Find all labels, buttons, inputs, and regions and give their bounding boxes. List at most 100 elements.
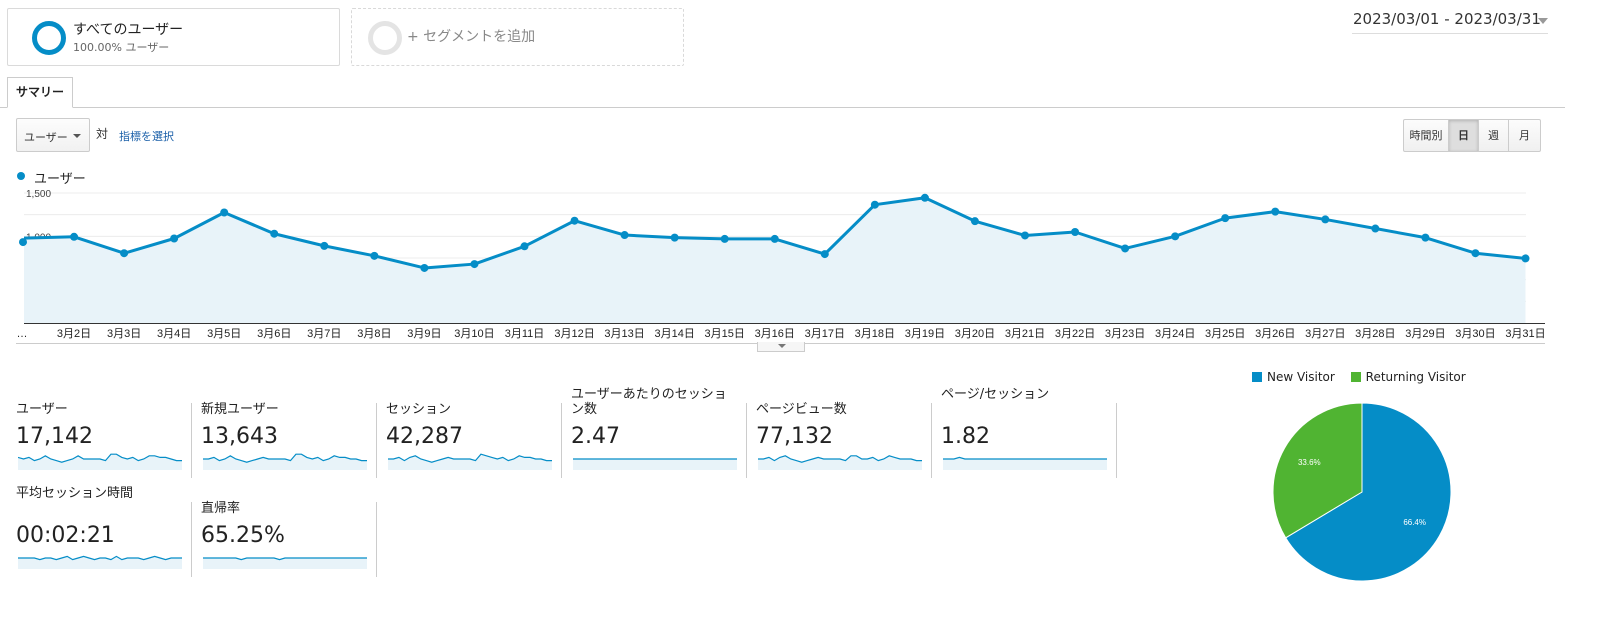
- series-point[interactable]: [1521, 254, 1530, 263]
- series-point[interactable]: [1371, 224, 1380, 233]
- metric-select[interactable]: ユーザー: [16, 118, 90, 152]
- x-tick-label: 3月30日: [1455, 328, 1495, 340]
- date-range-picker[interactable]: 2023/03/01 - 2023/03/31: [1352, 9, 1548, 34]
- series-point[interactable]: [1321, 215, 1330, 224]
- series-point[interactable]: [1421, 233, 1430, 242]
- x-tick-label: 3月9日: [407, 328, 441, 340]
- x-tick-label: 3月31日: [1505, 328, 1545, 340]
- x-tick-label: 3月4日: [157, 328, 191, 340]
- series-point[interactable]: [720, 234, 729, 243]
- x-tick-label: 3月18日: [855, 328, 895, 340]
- scorecard-divider: [1116, 403, 1117, 478]
- caret-down-icon: [73, 134, 81, 138]
- series-point[interactable]: [120, 249, 129, 258]
- x-tick-label: …: [17, 328, 28, 340]
- series-point[interactable]: [870, 200, 879, 209]
- scorecard[interactable]: 直帰率 65.25%: [201, 501, 371, 579]
- series-point[interactable]: [520, 242, 529, 251]
- scorecard-label: ユーザー: [16, 402, 68, 417]
- scorecard-sparkline: [203, 557, 367, 569]
- sparkline-area: [573, 459, 737, 470]
- series-point[interactable]: [70, 232, 79, 241]
- sparkline-line: [18, 555, 182, 561]
- choose-metric-link[interactable]: 指標を選択: [119, 130, 174, 143]
- x-tick-label: 3月7日: [307, 328, 341, 340]
- scorecard[interactable]: 平均セッション時間 00:02:21: [16, 486, 186, 579]
- series-point[interactable]: [1021, 231, 1029, 240]
- sparkline-line: [203, 453, 367, 463]
- pie-value-label: 33.6%: [1298, 458, 1321, 467]
- series-point[interactable]: [1271, 207, 1280, 216]
- legend-swatch-returning: [1350, 372, 1361, 382]
- month-button[interactable]: 月: [1508, 119, 1541, 152]
- scorecard[interactable]: セッション 42,287: [386, 402, 556, 480]
- series-point[interactable]: [1171, 232, 1180, 241]
- segment-card-all-users[interactable]: すべてのユーザー 100.00% ユーザー: [7, 8, 340, 66]
- x-tick-label: 3月14日: [654, 328, 694, 340]
- x-tick-label: 3月5日: [207, 328, 241, 340]
- series-point[interactable]: [420, 263, 429, 272]
- chart-expand-handle[interactable]: [757, 342, 805, 352]
- sparkline-area: [943, 457, 1107, 470]
- series-point[interactable]: [1221, 214, 1230, 223]
- sparkline-line: [388, 453, 552, 463]
- tab-summary[interactable]: サマリー: [7, 77, 73, 108]
- scorecard-label: 直帰率: [201, 501, 241, 516]
- x-tick-label: 3月29日: [1405, 328, 1445, 340]
- series-point[interactable]: [920, 193, 929, 202]
- metric-select-value: ユーザー: [24, 131, 68, 144]
- add-segment-card[interactable]: + セグメントを追加: [351, 8, 684, 66]
- series-point[interactable]: [370, 251, 379, 260]
- segment-subtitle: 100.00% ユーザー: [73, 41, 170, 54]
- series-point[interactable]: [970, 217, 979, 226]
- scorecard-label: 平均セッション時間: [16, 486, 134, 501]
- hourly-button[interactable]: 時間別: [1403, 119, 1449, 152]
- series-point[interactable]: [320, 241, 329, 250]
- x-tick-label: 3月8日: [357, 328, 391, 340]
- scorecard-value: 65.25%: [201, 523, 285, 548]
- series-point[interactable]: [270, 229, 279, 238]
- scorecard-label: 新規ユーザー: [201, 402, 279, 417]
- scorecard[interactable]: ページビュー数 77,132: [756, 402, 926, 480]
- scorecard[interactable]: ユーザー 17,142: [16, 402, 186, 480]
- scorecard-divider: [376, 502, 377, 577]
- pie-legend: New Visitor Returning Visitor: [1252, 370, 1478, 384]
- sparkline-area: [18, 556, 182, 569]
- scorecard-label: ユーザーあたりのセッション数: [571, 387, 727, 417]
- series-point[interactable]: [470, 260, 479, 269]
- day-button[interactable]: 日: [1448, 119, 1479, 152]
- scorecard-label: ページ/セッション: [941, 387, 1050, 402]
- scorecard-sparkline: [203, 453, 367, 470]
- x-tick-label: 3月15日: [705, 328, 745, 340]
- series-point[interactable]: [19, 238, 27, 247]
- pie-slice[interactable]: [1272, 402, 1363, 539]
- series-point[interactable]: [220, 208, 229, 217]
- series-point[interactable]: [1071, 228, 1080, 236]
- legend-swatch-new: [1252, 372, 1262, 382]
- series-point[interactable]: [620, 231, 629, 240]
- legend-label-new: New Visitor: [1267, 370, 1335, 384]
- x-tick-label: 3月20日: [955, 328, 995, 340]
- scorecard[interactable]: ユーザーあたりのセッション数 2.47: [571, 387, 741, 480]
- series-legend-dot: [17, 172, 25, 180]
- series-point[interactable]: [1121, 244, 1130, 253]
- pie-slice[interactable]: [1284, 402, 1452, 582]
- sparkline-area: [203, 558, 367, 569]
- series-point[interactable]: [170, 234, 179, 243]
- scorecard[interactable]: 新規ユーザー 13,643: [201, 402, 371, 480]
- sparkline-area: [203, 454, 367, 470]
- scorecard[interactable]: ページ/セッション 1.82: [941, 387, 1111, 480]
- series-point[interactable]: [1471, 249, 1480, 258]
- x-tick-label: 3月26日: [1255, 328, 1295, 340]
- sparkline-line: [943, 456, 1107, 460]
- series-point[interactable]: [670, 233, 679, 242]
- sparkline-line: [203, 557, 367, 561]
- scorecard-sparkline: [18, 555, 182, 569]
- series-point[interactable]: [820, 250, 829, 259]
- series-point[interactable]: [570, 216, 579, 225]
- users-line-chart: 5001,0001,500…3月2日3月3日3月4日3月5日3月6日3月7日3月…: [16, 189, 1546, 344]
- week-button[interactable]: 週: [1478, 119, 1509, 152]
- series-legend-label: ユーザー: [34, 172, 86, 187]
- scorecard-value: 77,132: [756, 424, 833, 449]
- series-point[interactable]: [770, 234, 779, 243]
